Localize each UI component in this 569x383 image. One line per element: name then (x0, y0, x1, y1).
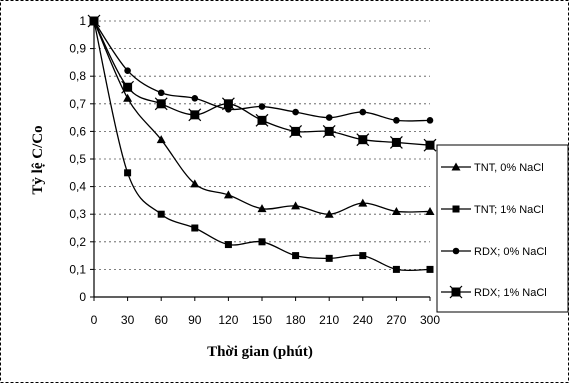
x-tick-label: 210 (319, 313, 339, 327)
data-point-star (188, 108, 202, 122)
data-point-star (449, 285, 463, 299)
star-marker-stroke (322, 124, 336, 138)
data-point-triangle (425, 206, 435, 215)
legend-item: TNT, 0% NaCl (441, 162, 544, 174)
data-point-square (258, 238, 266, 246)
data-point-star (121, 80, 135, 94)
axes (90, 18, 431, 301)
x-tick-label: 150 (252, 313, 272, 327)
y-tick-label: 0,5 (69, 152, 86, 166)
data-point-star (389, 136, 403, 149)
legend-label: RDX; 1% NaCl (474, 287, 547, 299)
data-point-circle (452, 247, 460, 255)
data-point-circle (426, 117, 434, 124)
x-tick-label: 300 (420, 313, 440, 327)
x-tick-label: 90 (188, 313, 202, 327)
star-marker-stroke (121, 80, 135, 94)
star-marker-stroke (423, 138, 437, 152)
y-axis-title: Tỷ lệ C/Co (30, 125, 46, 194)
y-tick-label: 0,9 (69, 42, 86, 56)
data-point-triangle (123, 93, 133, 102)
data-point-triangle (156, 135, 166, 144)
data-point-triangle (324, 209, 334, 218)
data-point-square (292, 252, 300, 260)
data-point-triangle (223, 190, 233, 199)
data-point-star (87, 14, 101, 28)
data-point-square (191, 224, 199, 232)
star-marker-stroke (154, 97, 168, 111)
legend-box (436, 144, 569, 313)
y-tick-label: 0,6 (69, 124, 86, 138)
gridlines (94, 20, 430, 270)
series-4 (87, 14, 437, 152)
data-point-triangle (358, 198, 368, 207)
x-tick-label: 180 (286, 313, 306, 327)
star-marker-stroke (449, 285, 463, 299)
legend-item: RDX; 1% NaCl (441, 285, 547, 299)
legend-item: TNT; 1% NaCl (441, 204, 544, 216)
y-tick-label: 0,7 (69, 97, 86, 111)
y-tick-label: 0,2 (69, 235, 86, 249)
data-point-star (154, 97, 168, 111)
data-point-square (224, 241, 232, 249)
data-point-star (221, 97, 235, 111)
data-point-circle (393, 117, 400, 124)
series-1 (89, 16, 435, 218)
data-point-square (426, 265, 434, 273)
data-point-triangle (391, 206, 401, 215)
data-point-star (356, 133, 370, 147)
y-tick-label: 0,4 (69, 180, 86, 194)
data-point-circle (325, 114, 333, 121)
legend: TNT, 0% NaCl TNT; 1% NaCl RDX; 0% NaCl RDX;… (436, 144, 569, 313)
data-point-triangle (291, 201, 301, 210)
legend-item: RDX; 0% NaCl (441, 246, 547, 258)
data-point-triangle (190, 179, 200, 188)
legend-label: TNT, 0% NaCl (474, 162, 544, 174)
series-line (93, 20, 431, 272)
tick-labels: 0 0,1 0,2 0,3 0,4 0,5 0,6 0,7 0,8 0,9 1 0 30 60 90 120 1… (69, 14, 440, 327)
data-point-square (392, 265, 400, 273)
data-point-circle (292, 108, 299, 116)
x-tick-label: 240 (353, 313, 373, 327)
star-marker-stroke (389, 136, 403, 149)
x-tick-label: 60 (155, 313, 169, 327)
star-marker-stroke (221, 97, 235, 111)
y-tick-label: 0 (79, 290, 86, 304)
x-tick-label: 120 (218, 313, 238, 327)
data-point-star (322, 124, 336, 138)
star-marker-stroke (87, 14, 101, 28)
data-point-square (157, 210, 165, 218)
x-tick-label: 270 (386, 313, 406, 327)
data-point-star (289, 124, 303, 138)
data-point-star (255, 113, 269, 127)
series-3 (90, 17, 434, 124)
data-point-circle (258, 103, 266, 110)
x-axis-title: Thời gian (phút) (207, 344, 313, 360)
legend-label: RDX; 0% NaCl (474, 246, 547, 258)
legend-label: TNT; 1% NaCl (474, 204, 544, 216)
data-point-triangle (451, 162, 461, 171)
data-point-circle (359, 108, 367, 116)
data-point-square (359, 252, 367, 260)
data-point-triangle (257, 204, 267, 213)
star-marker-stroke (289, 124, 303, 138)
data-point-circle (124, 67, 131, 74)
y-tick-label: 0,8 (69, 69, 86, 83)
x-tick-label: 0 (91, 313, 98, 327)
data-point-square (325, 254, 333, 262)
y-tick-label: 1 (79, 14, 86, 28)
data-point-square (452, 205, 460, 213)
series-layer (87, 14, 437, 273)
data-point-circle (157, 89, 165, 97)
star-marker-stroke (356, 133, 370, 147)
data-point-square (124, 169, 132, 177)
data-point-star (423, 138, 437, 152)
y-tick-label: 0,3 (69, 207, 86, 221)
y-tick-label: 0,1 (69, 262, 86, 276)
data-point-circle (191, 94, 199, 102)
star-marker-stroke (255, 113, 269, 127)
star-marker-stroke (188, 108, 202, 122)
x-tick-label: 30 (121, 313, 135, 327)
